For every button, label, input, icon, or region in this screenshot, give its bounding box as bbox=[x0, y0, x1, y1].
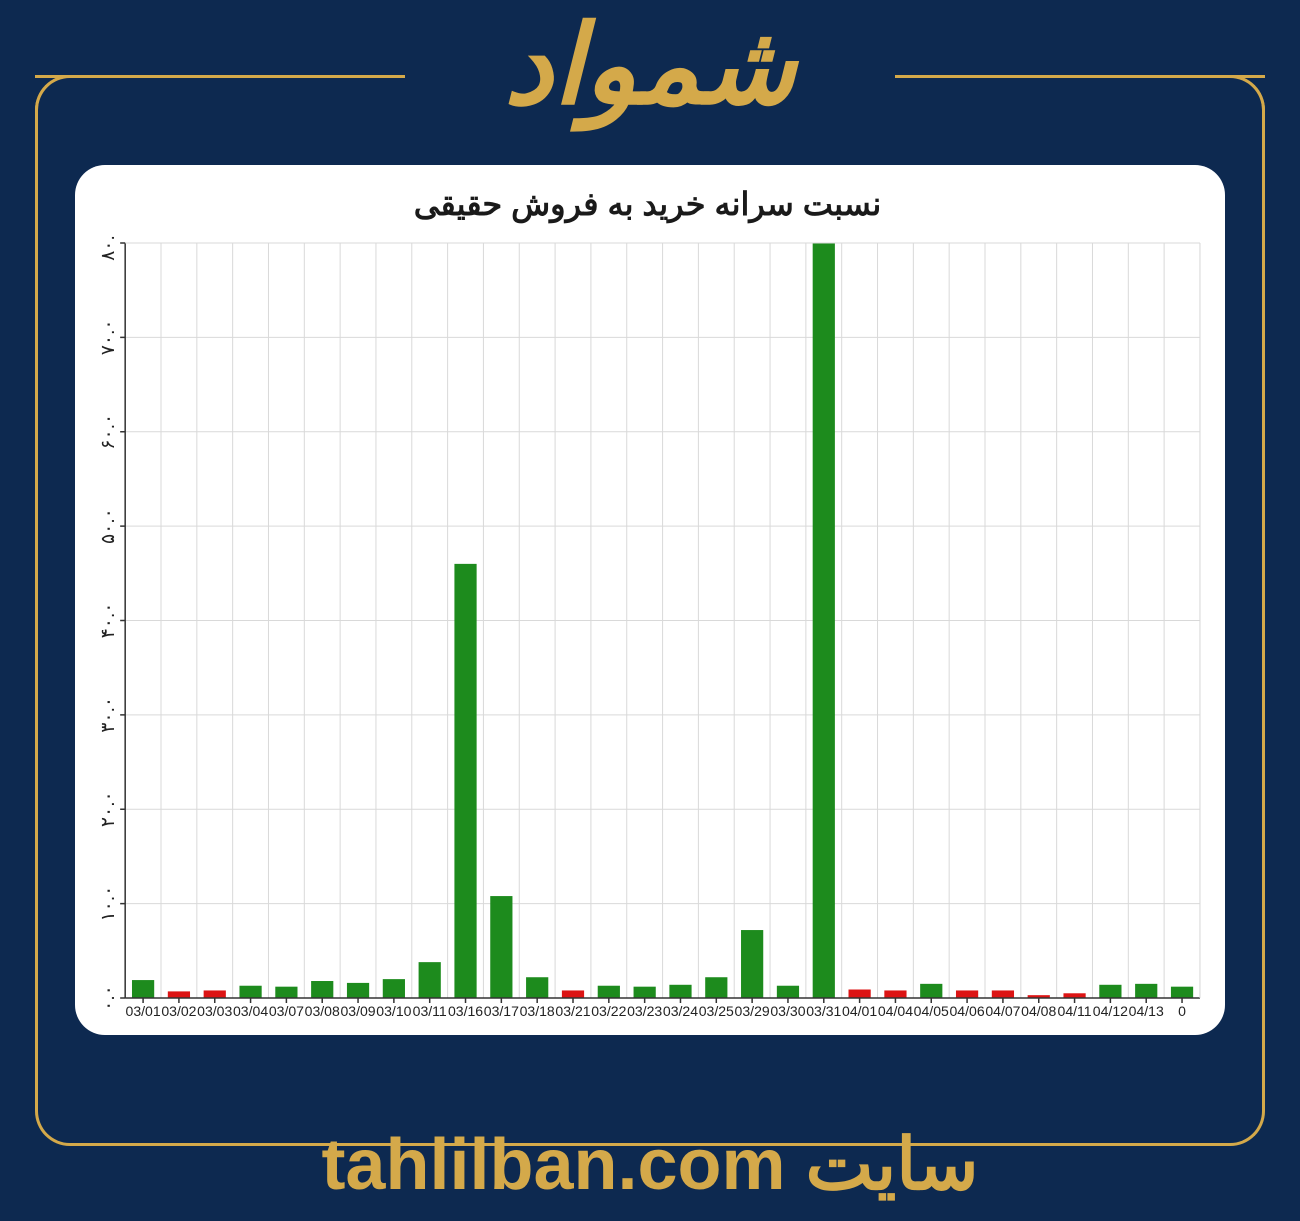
svg-text:03/22: 03/22 bbox=[591, 1003, 626, 1019]
svg-text:04/08: 04/08 bbox=[1021, 1003, 1056, 1019]
svg-text:03/11: 03/11 bbox=[413, 1003, 447, 1019]
bar bbox=[813, 243, 835, 998]
svg-text:03/08: 03/08 bbox=[305, 1003, 340, 1019]
svg-text:03/29: 03/29 bbox=[735, 1003, 770, 1019]
bar bbox=[490, 896, 512, 998]
bar bbox=[634, 987, 656, 998]
svg-text:04/01: 04/01 bbox=[842, 1003, 877, 1019]
svg-text:04/07: 04/07 bbox=[985, 1003, 1020, 1019]
bar bbox=[311, 981, 333, 998]
bar bbox=[239, 986, 261, 998]
svg-text:03/01: 03/01 bbox=[126, 1003, 161, 1019]
svg-text:03/25: 03/25 bbox=[699, 1003, 734, 1019]
bar bbox=[669, 985, 691, 998]
bar bbox=[383, 979, 405, 998]
chart-area: ۰.۰ ۱۰.۰ ۲۰.۰ ۳۰.۰ ۴۰.۰ ۵۰.۰ ۶۰.۰ ۷۰.۰ ۸۰.۰ 03/01… bbox=[85, 233, 1210, 1033]
frame-top-right bbox=[895, 75, 1265, 78]
svg-text:۲۰.۰: ۲۰.۰ bbox=[98, 791, 119, 827]
svg-text:03/24: 03/24 bbox=[663, 1003, 698, 1019]
svg-text:03/07: 03/07 bbox=[269, 1003, 304, 1019]
chart-title: نسبت سرانه خرید به فروش حقیقی bbox=[85, 185, 1210, 223]
bar bbox=[741, 930, 763, 998]
bar bbox=[884, 990, 906, 998]
svg-text:۷۰.۰: ۷۰.۰ bbox=[98, 319, 119, 355]
svg-text:۶۰.۰: ۶۰.۰ bbox=[98, 414, 119, 450]
svg-text:04/11: 04/11 bbox=[1058, 1003, 1092, 1019]
svg-text:03/31: 03/31 bbox=[806, 1003, 841, 1019]
bar bbox=[454, 564, 476, 998]
svg-text:۰.۰: ۰.۰ bbox=[98, 985, 119, 1011]
svg-text:03/17: 03/17 bbox=[484, 1003, 519, 1019]
bar bbox=[1171, 987, 1193, 998]
bar bbox=[849, 990, 871, 998]
bar bbox=[1135, 984, 1157, 998]
svg-text:۸۰.۰: ۸۰.۰ bbox=[98, 233, 119, 261]
svg-text:03/04: 03/04 bbox=[233, 1003, 268, 1019]
bar bbox=[347, 983, 369, 998]
svg-text:03/23: 03/23 bbox=[627, 1003, 662, 1019]
bar bbox=[1099, 985, 1121, 998]
bar bbox=[204, 990, 226, 998]
footer-text: سایت tahlilban.com bbox=[321, 1122, 978, 1206]
svg-text:03/16: 03/16 bbox=[448, 1003, 483, 1019]
bar bbox=[992, 990, 1014, 998]
svg-text:۵۰.۰: ۵۰.۰ bbox=[98, 508, 119, 544]
bar bbox=[168, 991, 190, 998]
svg-text:03/10: 03/10 bbox=[376, 1003, 411, 1019]
svg-text:03/02: 03/02 bbox=[161, 1003, 196, 1019]
svg-text:04/05: 04/05 bbox=[914, 1003, 949, 1019]
svg-text:03/18: 03/18 bbox=[520, 1003, 555, 1019]
svg-text:۳۰.۰: ۳۰.۰ bbox=[98, 697, 119, 733]
chart-panel: نسبت سرانه خرید به فروش حقیقی ۰.۰ ۱۰.۰ ۲۰.… bbox=[75, 165, 1225, 1035]
bar bbox=[275, 987, 297, 998]
footer-url: tahlilban.com bbox=[321, 1125, 785, 1205]
svg-text:04/12: 04/12 bbox=[1093, 1003, 1128, 1019]
bar bbox=[956, 990, 978, 998]
svg-text:03/09: 03/09 bbox=[340, 1003, 375, 1019]
bar bbox=[562, 990, 584, 998]
bar bbox=[705, 977, 727, 998]
svg-text:۱۰.۰: ۱۰.۰ bbox=[98, 886, 119, 922]
bar bbox=[526, 977, 548, 998]
bar bbox=[920, 984, 942, 998]
svg-text:03/21: 03/21 bbox=[555, 1003, 590, 1019]
bar-chart: ۰.۰ ۱۰.۰ ۲۰.۰ ۳۰.۰ ۴۰.۰ ۵۰.۰ ۶۰.۰ ۷۰.۰ ۸۰.۰ 03/01… bbox=[85, 233, 1210, 1033]
svg-text:0: 0 bbox=[1178, 1003, 1186, 1019]
svg-text:03/30: 03/30 bbox=[770, 1003, 805, 1019]
frame-top-left bbox=[35, 75, 405, 78]
svg-text:04/04: 04/04 bbox=[878, 1003, 913, 1019]
svg-text:03/03: 03/03 bbox=[197, 1003, 232, 1019]
bar bbox=[419, 962, 441, 998]
bar bbox=[132, 980, 154, 998]
footer-prefix: سایت bbox=[806, 1125, 979, 1205]
bar bbox=[598, 986, 620, 998]
svg-text:04/06: 04/06 bbox=[950, 1003, 985, 1019]
svg-text:04/13: 04/13 bbox=[1129, 1003, 1164, 1019]
header-title: شمواد bbox=[504, 0, 796, 132]
svg-text:۴۰.۰: ۴۰.۰ bbox=[98, 603, 119, 639]
bar bbox=[777, 986, 799, 998]
